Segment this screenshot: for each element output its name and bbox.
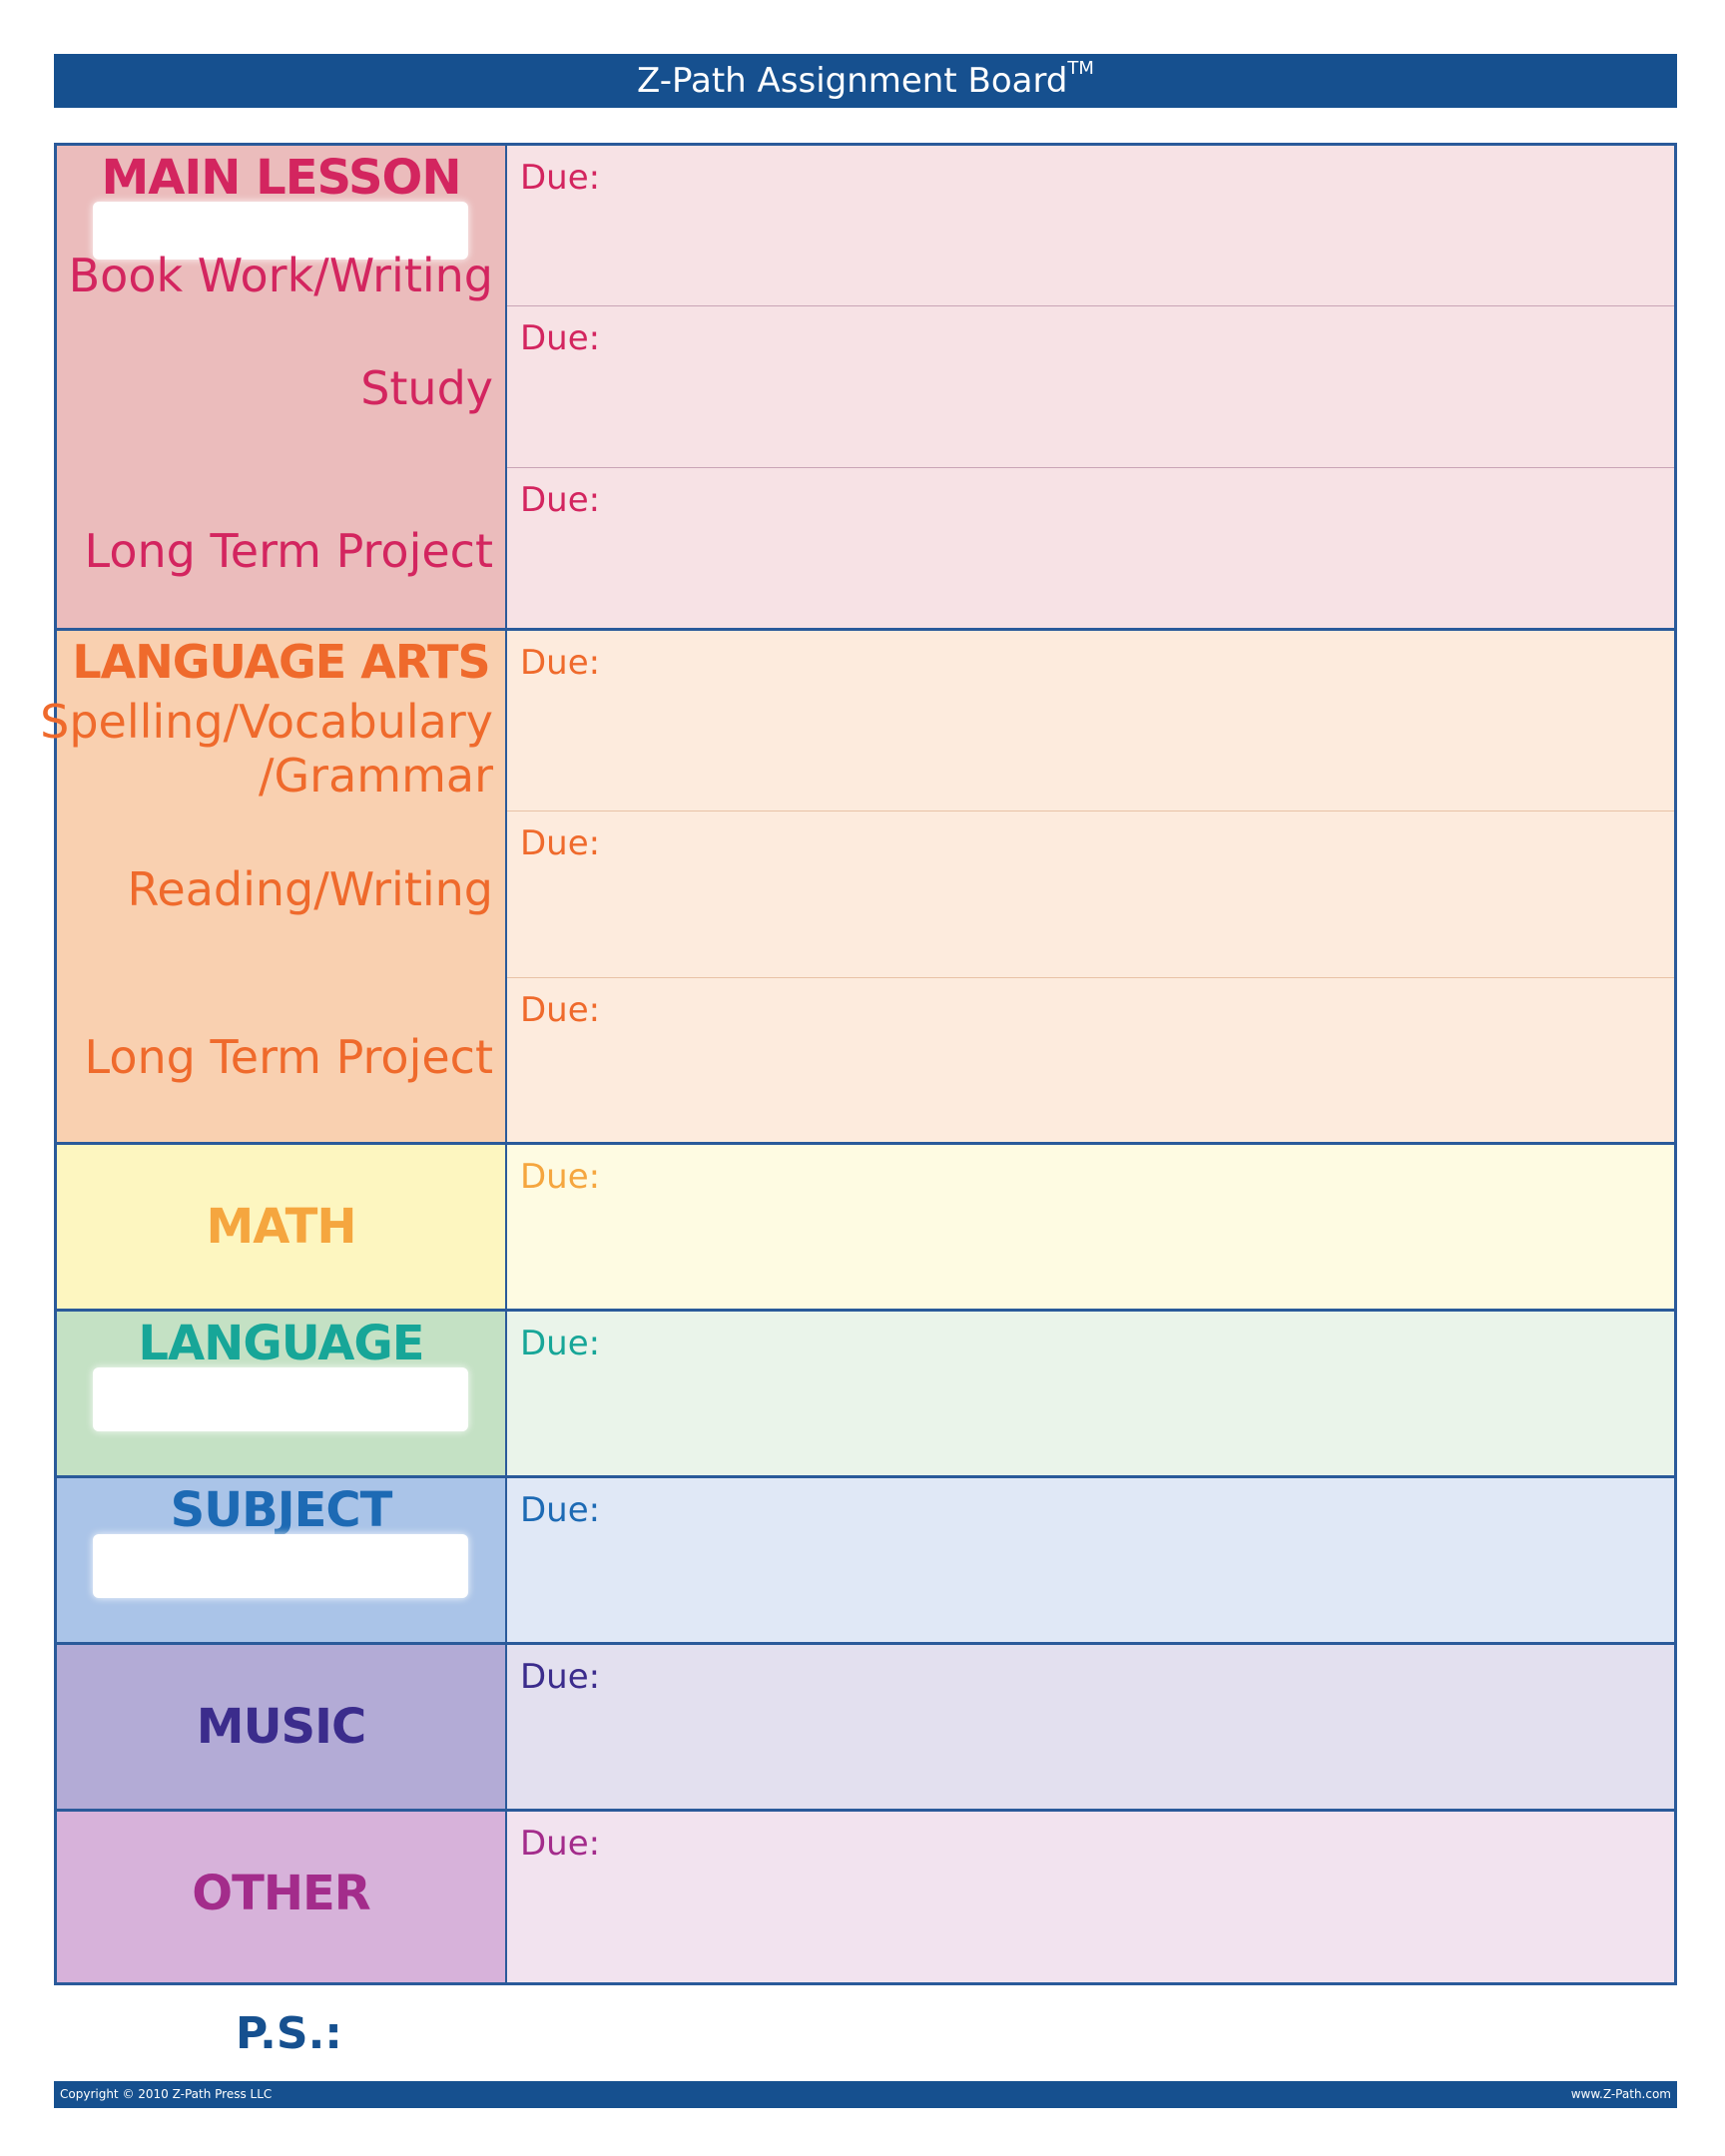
main-lesson-label-panel: MAIN LESSON Book Work/Writing Study Long… (57, 146, 507, 628)
footer-bar: Copyright © 2010 Z-Path Press LLC www.Z-… (54, 2081, 1677, 2108)
due-label: Due: (520, 823, 601, 863)
other-due-row[interactable]: Due: (507, 1812, 1674, 1982)
music-heading: MUSIC (196, 1699, 366, 1755)
copyright-text: Copyright © 2010 Z-Path Press LLC (60, 2087, 273, 2101)
subject-due-row[interactable]: Due: (507, 1478, 1674, 1642)
language-arts-due-row[interactable]: Due: (507, 631, 1674, 810)
section-music: MUSIC Due: (57, 1645, 1674, 1812)
language-arts-due-row[interactable]: Due: (507, 977, 1674, 1142)
header-bar: Z-Path Assignment BoardTM (54, 54, 1677, 108)
main-lesson-item-book-work: Book Work/Writing (68, 249, 493, 302)
section-other: OTHER Due: (57, 1812, 1674, 1982)
other-heading: OTHER (192, 1866, 370, 1921)
language-due-row[interactable]: Due: (507, 1312, 1674, 1475)
section-main-lesson: MAIN LESSON Book Work/Writing Study Long… (57, 146, 1674, 631)
due-label: Due: (520, 643, 601, 683)
trademark: TM (1067, 58, 1094, 79)
main-lesson-due-row[interactable]: Due: (507, 466, 1674, 628)
language-arts-item-reading-writing: Reading/Writing (127, 862, 494, 916)
due-label: Due: (520, 1490, 601, 1530)
main-lesson-item-long-term-project: Long Term Project (84, 524, 493, 578)
math-heading: MATH (206, 1199, 356, 1255)
main-lesson-heading: MAIN LESSON (101, 150, 462, 206)
main-lesson-due-row[interactable]: Due: (507, 305, 1674, 466)
due-label: Due: (520, 158, 601, 198)
ps-label: P.S.: (236, 2008, 342, 2059)
math-label-panel: MATH (57, 1145, 507, 1309)
subject-label-panel: SUBJECT (57, 1478, 507, 1642)
due-label: Due: (520, 1657, 601, 1697)
subject-heading: SUBJECT (170, 1482, 393, 1538)
main-lesson-due-row[interactable]: Due: (507, 146, 1674, 305)
language-name-field[interactable] (93, 1367, 468, 1431)
due-label: Due: (520, 1324, 601, 1363)
due-label: Due: (520, 990, 601, 1030)
math-due-row[interactable]: Due: (507, 1145, 1674, 1309)
page-title: Z-Path Assignment Board (637, 61, 1068, 101)
language-arts-due-row[interactable]: Due: (507, 810, 1674, 977)
language-arts-heading: LANGUAGE ARTS (72, 635, 490, 689)
language-arts-item-spelling: Spelling/Vocabulary (40, 695, 493, 749)
language-arts-item-grammar: /Grammar (259, 749, 493, 803)
due-label: Due: (520, 318, 601, 359)
section-math: MATH Due: (57, 1145, 1674, 1312)
due-label: Due: (520, 1824, 601, 1864)
due-label: Due: (520, 479, 601, 520)
section-subject: SUBJECT Due: (57, 1478, 1674, 1645)
main-lesson-item-study: Study (360, 361, 493, 415)
language-arts-label-panel: LANGUAGE ARTS Spelling/Vocabulary /Gramm… (40, 631, 507, 1142)
assignment-board: MAIN LESSON Book Work/Writing Study Long… (40, 143, 1677, 1985)
language-arts-item-long-term-project: Long Term Project (84, 1030, 493, 1084)
music-due-row[interactable]: Due: (507, 1645, 1674, 1809)
section-language-arts: LANGUAGE ARTS Spelling/Vocabulary /Gramm… (40, 631, 1674, 1145)
website-link[interactable]: www.Z-Path.com (1570, 2087, 1671, 2101)
music-label-panel: MUSIC (57, 1645, 507, 1809)
due-label: Due: (520, 1157, 601, 1197)
section-language: LANGUAGE Due: (57, 1312, 1674, 1478)
main-lesson-name-field[interactable] (93, 202, 468, 260)
language-heading: LANGUAGE (138, 1316, 424, 1371)
subject-name-field[interactable] (93, 1534, 468, 1598)
language-label-panel: LANGUAGE (57, 1312, 507, 1475)
other-label-panel: OTHER (57, 1812, 507, 1982)
